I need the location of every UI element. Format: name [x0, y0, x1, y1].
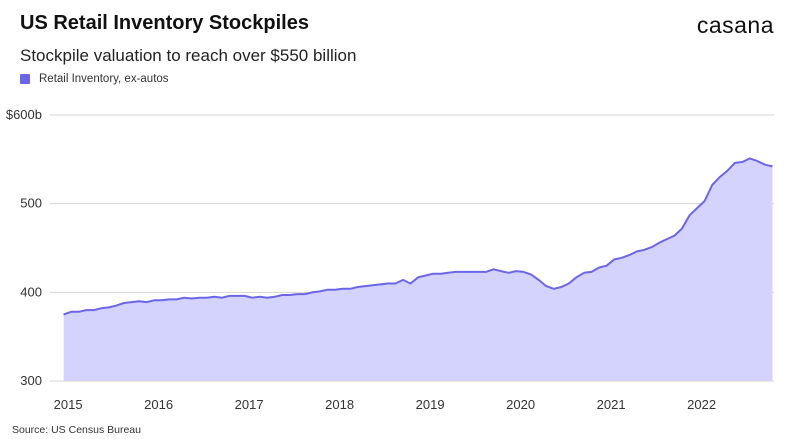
source-note: Source: US Census Bureau — [12, 424, 141, 436]
chart-subtitle: Stockpile valuation to reach over $550 b… — [20, 46, 357, 65]
y-tick-label: $600b — [6, 107, 42, 122]
y-tick-label: 400 — [20, 284, 42, 299]
chart-title: US Retail Inventory Stockpiles — [20, 12, 309, 34]
x-tick-label: 2016 — [144, 397, 173, 412]
y-axis-ticks: 300 400 500 $600b — [6, 107, 42, 388]
x-tick-label: 2018 — [325, 397, 354, 412]
x-axis-ticks: 2015 2016 2017 2018 2019 2020 2021 2022 — [54, 397, 716, 412]
x-tick-label: 2015 — [54, 397, 83, 412]
legend-label: Retail Inventory, ex-autos — [39, 73, 169, 85]
series-line — [63, 157, 773, 316]
y-tick-label: 500 — [20, 196, 42, 211]
x-tick-label: 2022 — [687, 397, 716, 412]
x-tick-label: 2017 — [235, 397, 264, 412]
legend: Retail Inventory, ex-autos — [20, 73, 169, 85]
series-area-fill — [63, 158, 773, 381]
x-tick-label: 2021 — [597, 397, 626, 412]
brand-logo: casana — [696, 12, 774, 38]
legend-swatch — [20, 74, 30, 84]
y-tick-label: 300 — [20, 373, 42, 388]
x-tick-label: 2019 — [416, 397, 445, 412]
x-tick-label: 2020 — [506, 397, 535, 412]
